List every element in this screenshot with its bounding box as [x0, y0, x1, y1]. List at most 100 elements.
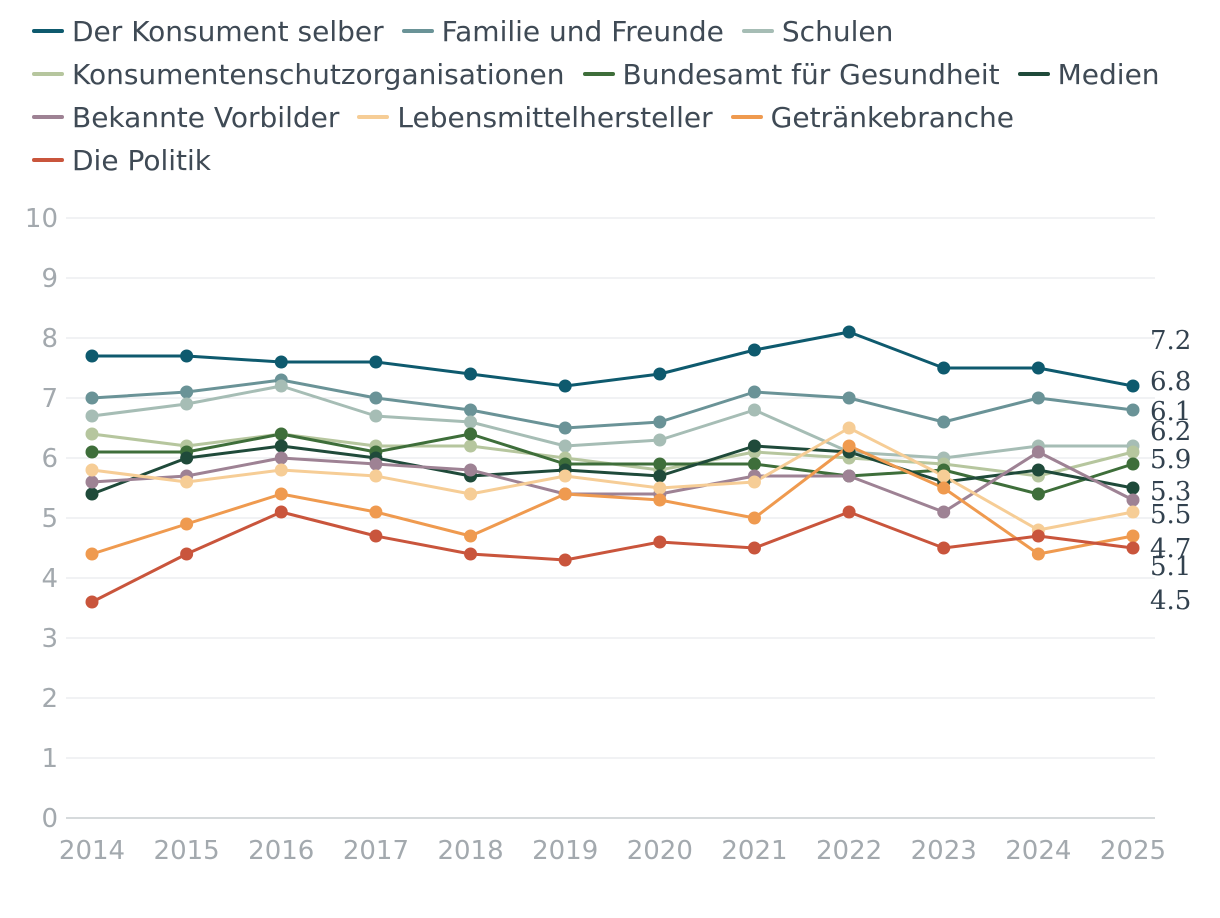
series-line-bekannte-vorbilder	[91, 450, 1134, 514]
data-point-bekannte-vorbilder	[1031, 445, 1045, 459]
data-point-die-politik	[1031, 529, 1045, 543]
data-point-getr-nkebranche	[558, 487, 572, 501]
series-points	[85, 325, 1140, 609]
data-point-die-politik	[558, 553, 572, 567]
legend-label: Der Konsument selber	[72, 15, 384, 48]
legend-swatch	[401, 29, 434, 33]
legend-item-schulen: Schulen	[741, 10, 894, 53]
data-point-die-politik	[85, 595, 99, 609]
end-label: 6.2	[1150, 417, 1191, 447]
data-point-die-politik	[1126, 541, 1140, 555]
data-point-schulen	[274, 379, 288, 393]
legend-label: Lebensmittelhersteller	[397, 101, 713, 134]
end-label: 4.5	[1150, 586, 1191, 616]
data-point-bundesamt-f-r-gesundheit	[653, 457, 667, 471]
legend-swatch	[741, 29, 774, 33]
x-tick-label: 2017	[343, 836, 409, 866]
legend-label: Medien	[1057, 58, 1160, 91]
legend-item-bekannte-vorbilder: Bekannte Vorbilder	[32, 96, 339, 139]
legend-item-lebensmittelhersteller: Lebensmittelhersteller	[357, 96, 713, 139]
series-line-lebensmittelhersteller	[91, 426, 1134, 532]
data-point-familie-und-freunde	[85, 391, 99, 405]
legend-label: Bundesamt für Gesundheit	[622, 58, 1000, 91]
y-tick-label: 3	[41, 624, 58, 654]
data-point-konsumentenschutzorganisationen	[1126, 445, 1140, 459]
x-tick-label: 2024	[1005, 836, 1071, 866]
series-lines	[91, 330, 1134, 604]
legend-item-die-politik: Die Politik	[32, 139, 211, 182]
legend-item-medien: Medien	[1017, 53, 1160, 96]
data-point-getr-nkebranche	[1031, 547, 1045, 561]
data-point-der-konsument-selber	[747, 343, 761, 357]
data-point-getr-nkebranche	[274, 487, 288, 501]
y-axis-ticks: 0 1 2 3 4 5 6 7 8 9 10	[25, 204, 58, 834]
x-tick-label: 2016	[248, 836, 314, 866]
data-point-familie-und-freunde	[1031, 391, 1045, 405]
data-point-lebensmittelhersteller	[937, 469, 951, 483]
data-point-familie-und-freunde	[842, 391, 856, 405]
y-tick-label: 0	[41, 804, 58, 834]
data-point-getr-nkebranche	[937, 481, 951, 495]
x-tick-label: 2014	[59, 836, 125, 866]
data-point-der-konsument-selber	[937, 361, 951, 375]
series-line-bundesamt-f-r-gesundheit	[92, 432, 1134, 496]
end-label: 6.1	[1150, 397, 1191, 427]
data-point-schulen	[747, 403, 761, 417]
data-point-getr-nkebranche	[369, 505, 383, 519]
y-tick-label: 10	[25, 204, 58, 234]
data-point-lebensmittelhersteller	[747, 475, 761, 489]
data-point-familie-und-freunde	[180, 385, 194, 399]
x-tick-label: 2025	[1100, 836, 1166, 866]
legend-swatch	[582, 72, 615, 76]
legend-swatch	[32, 115, 64, 119]
data-point-die-politik	[653, 535, 667, 549]
data-point-getr-nkebranche	[180, 517, 194, 531]
data-point-medien	[653, 469, 667, 483]
data-point-medien	[85, 487, 99, 501]
data-point-familie-und-freunde	[937, 415, 951, 429]
data-point-bundesamt-f-r-gesundheit	[85, 445, 99, 459]
legend-label: Die Politik	[72, 144, 212, 177]
end-label: 5.1	[1150, 552, 1191, 582]
data-point-die-politik	[937, 541, 951, 555]
data-point-der-konsument-selber	[558, 379, 572, 393]
y-tick-label: 2	[41, 684, 58, 714]
data-point-medien	[274, 439, 288, 453]
data-point-bekannte-vorbilder	[274, 451, 288, 465]
data-point-getr-nkebranche	[842, 439, 856, 453]
y-tick-label: 5	[41, 504, 58, 534]
legend-swatch	[32, 29, 64, 33]
data-point-getr-nkebranche	[1126, 529, 1140, 543]
x-tick-label: 2015	[154, 836, 220, 866]
data-point-bekannte-vorbilder	[464, 463, 478, 477]
series-line-der-konsument-selber	[92, 330, 1134, 388]
data-point-der-konsument-selber	[464, 367, 478, 381]
data-point-die-politik	[274, 505, 288, 519]
x-tick-label: 2021	[721, 836, 787, 866]
data-point-getr-nkebranche	[653, 493, 667, 507]
data-point-medien	[180, 451, 194, 465]
legend-item-familie-und-freunde: Familie und Freunde	[401, 10, 724, 53]
end-label: 7.2	[1150, 326, 1191, 356]
y-tick-label: 7	[41, 384, 58, 414]
data-point-medien	[1031, 463, 1045, 477]
data-point-der-konsument-selber	[274, 355, 288, 369]
data-point-die-politik	[842, 505, 856, 519]
data-point-die-politik	[180, 547, 194, 561]
x-tick-label: 2019	[532, 836, 598, 866]
legend-label: Schulen	[781, 15, 894, 48]
data-point-getr-nkebranche	[747, 511, 761, 525]
data-point-der-konsument-selber	[842, 325, 856, 339]
x-tick-label: 2020	[627, 836, 693, 866]
data-point-schulen	[558, 439, 572, 453]
data-point-lebensmittelhersteller	[369, 469, 383, 483]
data-point-lebensmittelhersteller	[1126, 505, 1140, 519]
end-label: 6.8	[1150, 367, 1191, 397]
end-labels: 7.2 6.86.16.25.95.35.5 4.75.1 4.5	[1150, 326, 1191, 616]
data-point-lebensmittelhersteller	[274, 463, 288, 477]
data-point-die-politik	[464, 547, 478, 561]
series-line-medien	[91, 444, 1134, 496]
data-point-lebensmittelhersteller	[653, 481, 667, 495]
data-point-die-politik	[369, 529, 383, 543]
